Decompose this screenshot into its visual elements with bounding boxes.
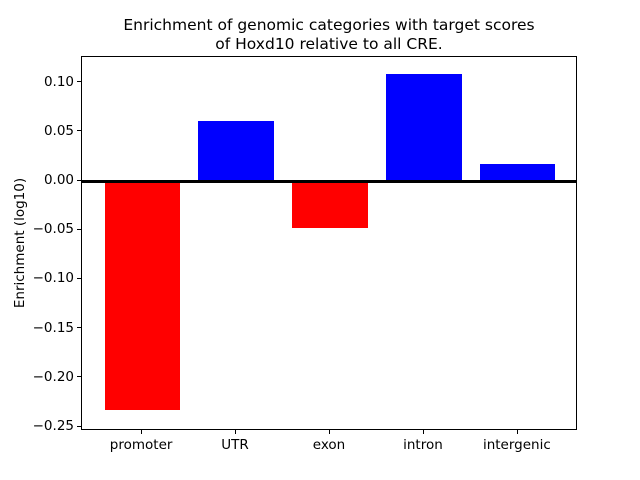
y-tick-mark [77,376,81,378]
x-tick-mark [141,430,143,434]
y-tick-mark [77,277,81,279]
x-tick-label-intergenic: intergenic [482,437,551,453]
bar-exon [292,181,368,229]
y-tick-mark [77,425,81,427]
y-tick-label: 0.00 [43,172,74,188]
x-tick-mark [329,430,330,434]
x-tick-label-intron: intron [403,437,443,453]
y-axis-label: Enrichment (log10) [12,177,28,309]
y-tick-label: −0.15 [32,319,74,336]
x-tick-mark [516,430,518,434]
y-tick-mark [77,179,81,181]
chart-title-line2: of Hoxd10 relative to all CRE. [215,34,443,53]
y-tick-label: −0.20 [32,368,74,385]
y-tick-label: −0.10 [32,270,74,287]
y-tick-mark [77,130,81,132]
x-tick-label-UTR: UTR [221,437,249,453]
chart-title: Enrichment of genomic categories with ta… [81,16,577,53]
y-tick-label: −0.25 [32,418,74,435]
x-tick-mark [235,430,237,434]
y-tick-mark [77,327,81,329]
y-tick-label: 0.05 [43,122,74,139]
zero-baseline [82,179,576,183]
bar-intergenic [480,164,556,181]
x-tick-mark [422,430,424,434]
x-tick-label-exon: exon [312,437,346,453]
y-tick-mark [77,228,81,230]
x-tick-label-promoter: promoter [109,437,173,453]
chart-title-line1: Enrichment of genomic categories with ta… [123,16,535,34]
plot-area [81,56,577,430]
bar-UTR [198,120,274,181]
y-tick-label: −0.05 [32,221,74,238]
bar-promoter [104,181,180,411]
y-tick-mark [77,81,81,83]
y-tick-label: 0.10 [43,73,74,90]
bar-intron [386,73,462,181]
